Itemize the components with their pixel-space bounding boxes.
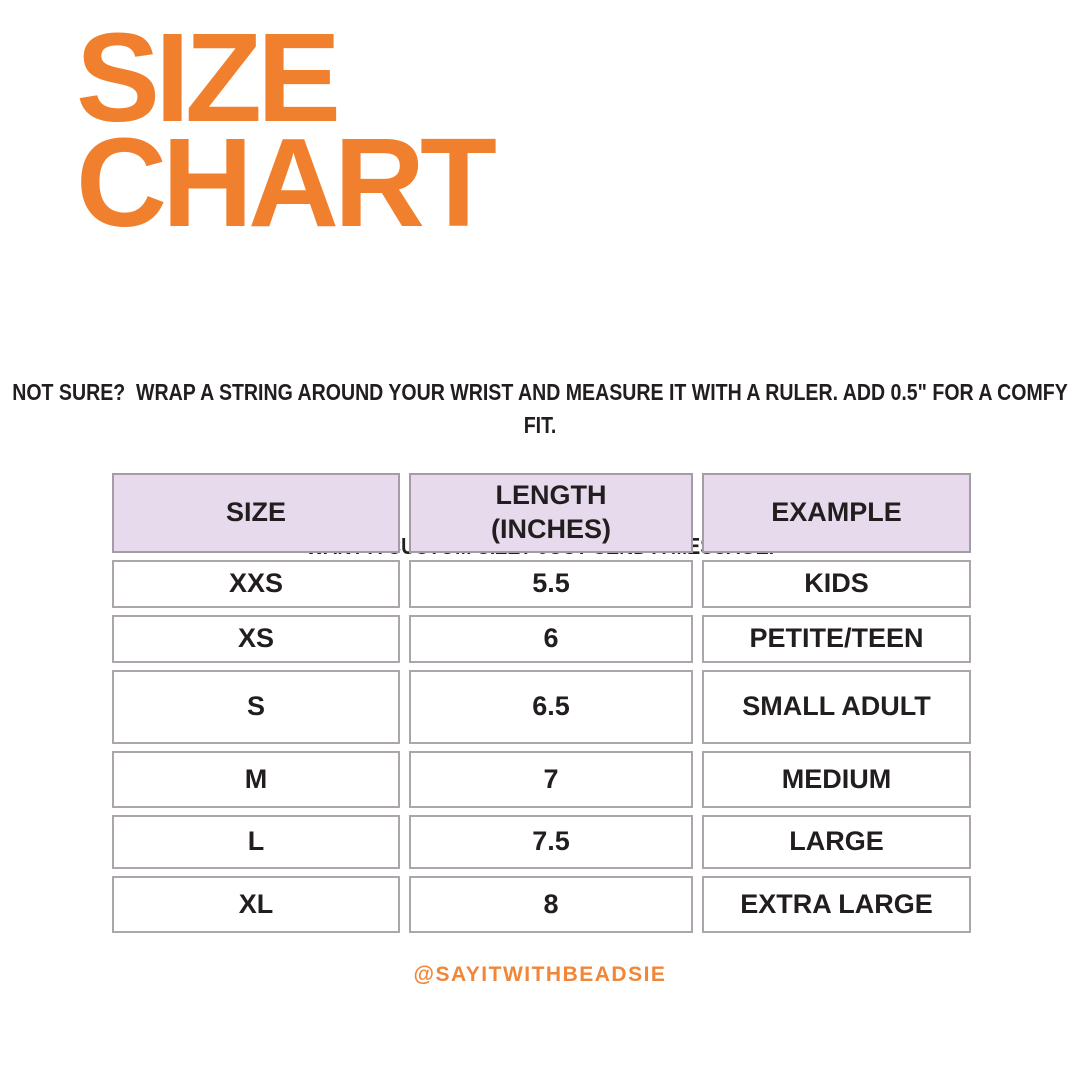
cell-s-example: SMALL ADULT <box>702 670 971 744</box>
cell-xxs-size: XXS <box>112 560 400 608</box>
cell-xs-size: XS <box>112 615 400 663</box>
social-handle: @SAYITWITHBEADSIE <box>413 963 667 986</box>
cell-xxs-example: KIDS <box>702 560 971 608</box>
cell-l-size: L <box>112 815 400 869</box>
cell-xl-length: 8 <box>409 876 693 933</box>
cell-xl-example: EXTRA LARGE <box>702 876 971 933</box>
cell-xl-size: XL <box>112 876 400 933</box>
cell-l-length: 7.5 <box>409 815 693 869</box>
title-line-2: CHART <box>76 112 497 253</box>
cell-xxs-length: 5.5 <box>409 560 693 608</box>
cell-m-size: M <box>112 751 400 808</box>
header-cell-length: LENGTH (INCHES) <box>409 473 693 553</box>
header-cell-size: SIZE <box>112 473 400 553</box>
cell-s-size: S <box>112 670 400 744</box>
cell-xs-length: 6 <box>409 615 693 663</box>
size-table: SIZE LENGTH (INCHES) EXAMPLE XXS 5.5 KID… <box>112 473 971 933</box>
cell-m-length: 7 <box>409 751 693 808</box>
cell-xs-example: PETITE/TEEN <box>702 615 971 663</box>
measure-instructions: NOT SURE? WRAP A STRING AROUND YOUR WRIS… <box>12 379 1074 438</box>
header-cell-example: EXAMPLE <box>702 473 971 553</box>
page-title: SIZE CHART <box>76 7 497 253</box>
cell-l-example: LARGE <box>702 815 971 869</box>
title-line-1: SIZE <box>76 7 341 148</box>
cell-s-length: 6.5 <box>409 670 693 744</box>
cell-m-example: MEDIUM <box>702 751 971 808</box>
